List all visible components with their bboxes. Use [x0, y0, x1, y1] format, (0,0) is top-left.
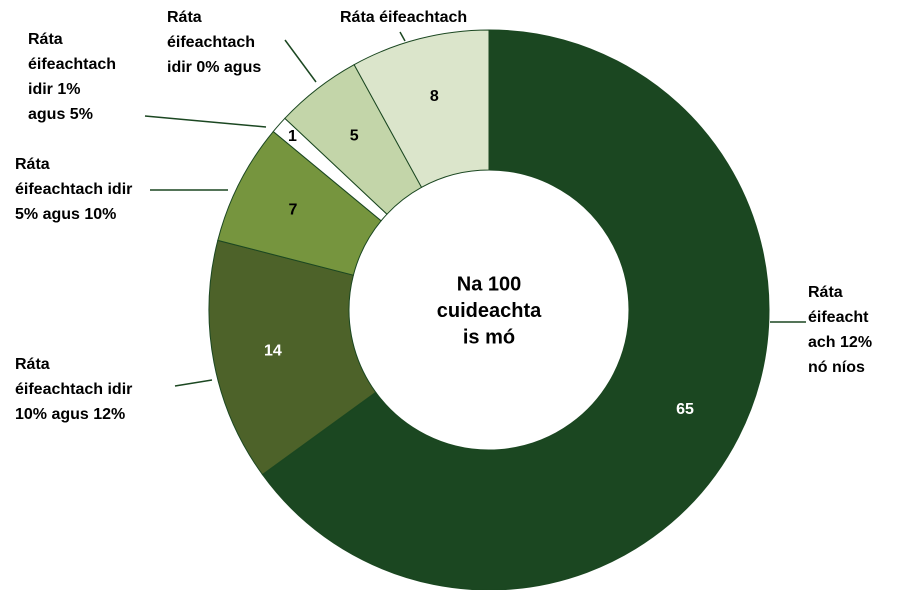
leader-line — [174, 379, 213, 387]
category-label: ach 12% — [808, 334, 872, 351]
value-label: 65 — [676, 401, 694, 418]
category-label: éifeachtach idir — [15, 381, 132, 398]
category-label: Ráta — [15, 356, 50, 373]
donut-segment — [261, 29, 770, 590]
leader-line — [284, 39, 317, 83]
category-label: Ráta éifeachtach — [340, 9, 467, 26]
center-title: cuideachta — [437, 300, 542, 322]
center-title: Na 100 — [457, 273, 522, 295]
category-label: Ráta — [28, 31, 63, 48]
category-label: Ráta — [15, 156, 50, 173]
donut-segment — [208, 239, 377, 476]
value-label: 8 — [430, 88, 439, 105]
category-label: éifeachtach idir — [15, 181, 132, 198]
category-label: 10% agus 12% — [15, 406, 125, 423]
category-label: éifeachtach — [167, 34, 255, 51]
category-label: éifeacht — [808, 309, 869, 326]
center-title: is mó — [463, 326, 515, 348]
category-label: 5% agus 10% — [15, 206, 116, 223]
value-label: 14 — [264, 342, 282, 359]
category-label: Ráta — [167, 9, 202, 26]
category-label: Ráta — [808, 284, 843, 301]
category-label: idir 0% agus — [167, 59, 261, 76]
donut-segment — [353, 29, 490, 188]
category-label: éifeachtach — [28, 56, 116, 73]
category-label: idir 1% — [28, 81, 80, 98]
category-label: nó níos — [808, 359, 865, 376]
value-label: 7 — [289, 201, 298, 218]
value-label: 5 — [350, 127, 359, 144]
category-label: agus 5% — [28, 106, 93, 123]
value-label: 1 — [288, 128, 297, 145]
leader-line — [144, 115, 267, 128]
leader-line — [399, 31, 406, 42]
